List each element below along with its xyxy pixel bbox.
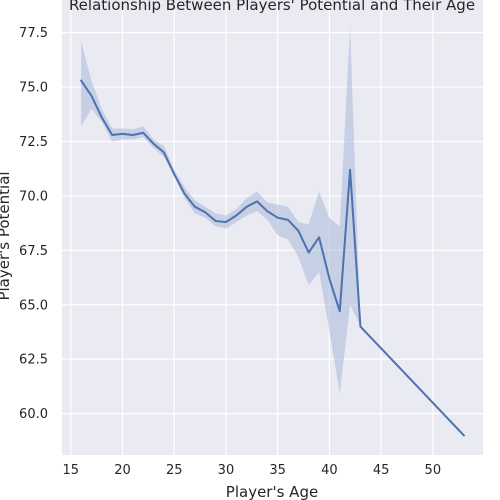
y-tick-label: 75.0 (19, 81, 48, 96)
y-tick-labels: 60.0 62.5 65.0 67.5 70.0 72.5 75.0 77.5 (19, 26, 48, 422)
y-axis-label: Player's Potential (0, 171, 13, 300)
x-tick-label: 45 (373, 463, 390, 478)
chart-title: Relationship Between Players' Potential … (69, 0, 475, 14)
y-tick-label: 60.0 (19, 407, 48, 422)
x-tick-label: 20 (114, 463, 131, 478)
y-tick-label: 77.5 (19, 26, 48, 41)
x-tick-label: 35 (269, 463, 286, 478)
grid (62, 0, 483, 455)
x-tick-label: 15 (63, 463, 80, 478)
y-tick-label: 67.5 (19, 244, 48, 259)
y-tick-label: 62.5 (19, 353, 48, 368)
x-tick-labels: 15 20 25 30 35 40 45 50 (63, 463, 442, 478)
x-tick-label: 25 (166, 463, 183, 478)
line-layer (80, 79, 465, 437)
y-tick-label: 72.5 (19, 135, 48, 150)
x-tick-label: 30 (218, 463, 235, 478)
x-tick-label: 50 (425, 463, 442, 478)
x-tick-label: 40 (321, 463, 338, 478)
y-tick-label: 70.0 (19, 189, 48, 204)
y-tick-label: 65.0 (19, 298, 48, 313)
x-axis-label: Player's Age (226, 483, 318, 500)
mean-potential-line (80, 79, 465, 437)
